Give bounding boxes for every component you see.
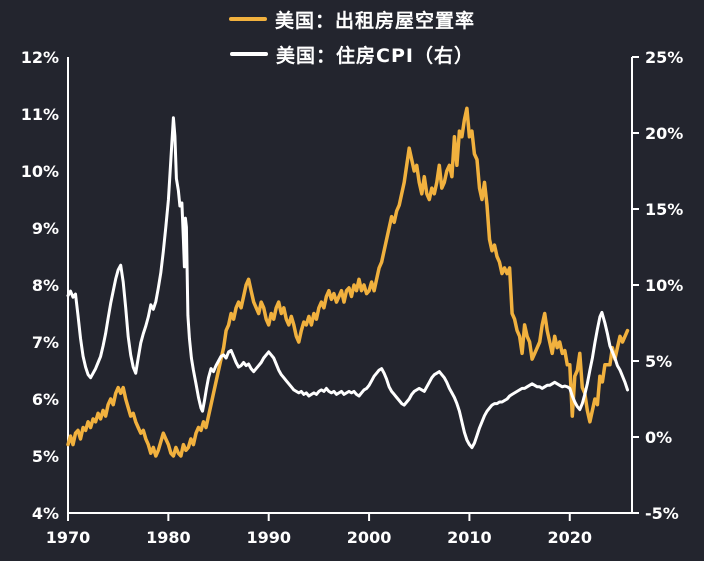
svg-text:20%: 20%: [645, 124, 683, 143]
svg-text:0%: 0%: [645, 428, 672, 447]
legend-item-vacancy-rate: 美国：出租房屋空置率: [228, 5, 475, 33]
cpi-line-swatch-icon: [230, 52, 269, 56]
svg-text:15%: 15%: [645, 200, 683, 219]
legend-label-vacancy-rate: 美国：出租房屋空置率: [274, 9, 475, 32]
svg-text:9%: 9%: [32, 219, 59, 238]
svg-text:2020: 2020: [548, 528, 593, 547]
svg-text:6%: 6%: [32, 390, 59, 409]
svg-text:5%: 5%: [645, 352, 672, 371]
svg-text:8%: 8%: [32, 276, 59, 295]
svg-text:1980: 1980: [146, 528, 191, 547]
svg-text:25%: 25%: [645, 48, 683, 67]
svg-text:10%: 10%: [645, 276, 683, 295]
svg-text:10%: 10%: [21, 162, 59, 181]
svg-text:-5%: -5%: [645, 504, 679, 523]
svg-text:7%: 7%: [32, 333, 59, 352]
svg-text:4%: 4%: [32, 504, 59, 523]
svg-text:1970: 1970: [46, 528, 91, 547]
svg-text:2000: 2000: [347, 528, 392, 547]
vacancy-line-swatch-icon: [228, 17, 267, 21]
legend-label-housing-cpi: 美国：住房CPI（右）: [276, 44, 474, 67]
svg-text:5%: 5%: [32, 447, 59, 466]
svg-text:1990: 1990: [246, 528, 291, 547]
svg-text:11%: 11%: [21, 105, 59, 124]
chart-legend: 美国：出租房屋空置率 美国：住房CPI（右）: [0, 5, 704, 68]
svg-text:2010: 2010: [447, 528, 492, 547]
svg-text:12%: 12%: [21, 48, 59, 67]
legend-item-housing-cpi: 美国：住房CPI（右）: [230, 40, 474, 68]
